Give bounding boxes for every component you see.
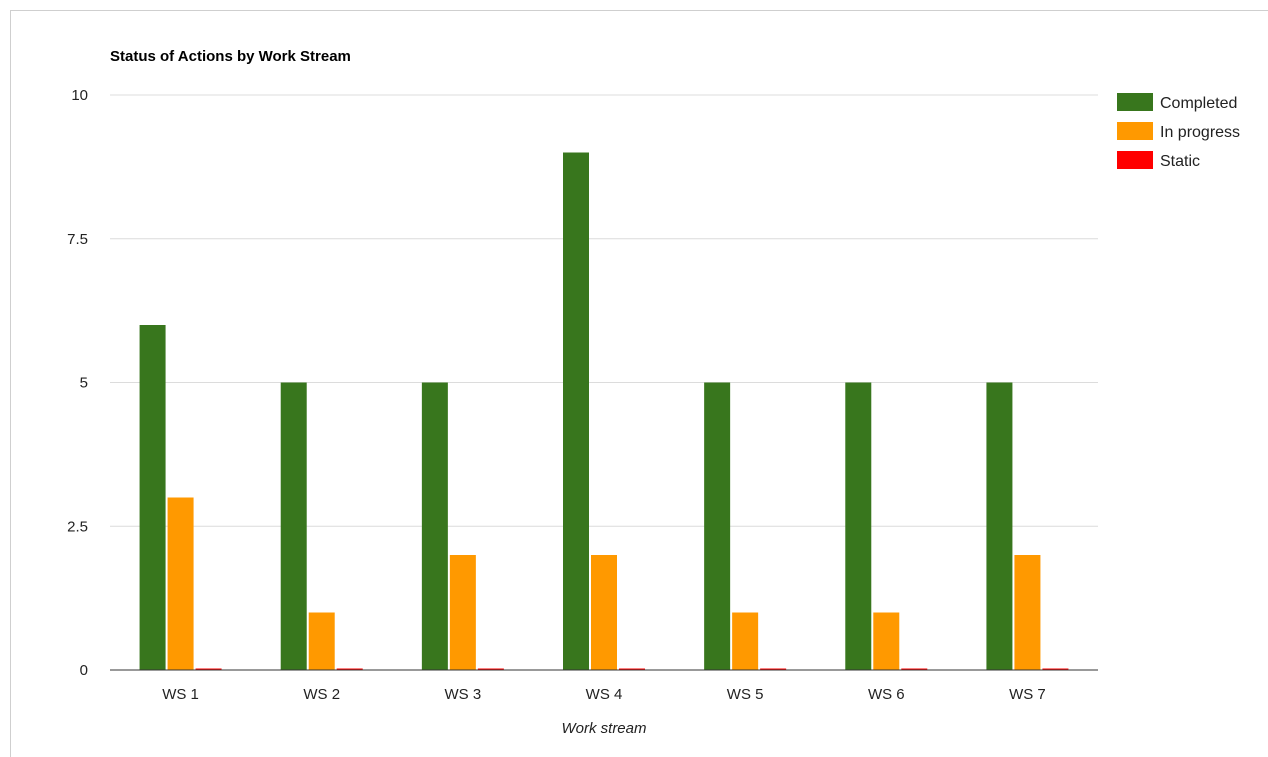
bar-in-progress[interactable] (167, 497, 194, 671)
y-axis-ticks: 0 2.5 5 7.5 10 (67, 87, 88, 679)
gridlines (110, 94, 1098, 527)
bar-static[interactable] (195, 668, 222, 671)
bar-static[interactable] (336, 668, 363, 671)
legend-swatch (1117, 151, 1153, 169)
x-tick-label: WS 5 (727, 686, 764, 703)
bar-completed[interactable] (563, 152, 589, 671)
y-tick-label: 0 (80, 662, 88, 679)
x-tick-label: WS 6 (868, 686, 905, 703)
bar-completed[interactable] (280, 382, 307, 671)
bar-completed[interactable] (139, 325, 166, 670)
legend-swatch (1117, 93, 1153, 111)
y-tick-label: 7.5 (67, 231, 88, 248)
chart-title: Status of Actions by Work Stream (110, 48, 351, 65)
x-tick-label: WS 7 (1009, 686, 1046, 703)
bar-static[interactable] (1042, 668, 1069, 671)
bars (139, 152, 1069, 671)
bar-in-progress[interactable] (1014, 555, 1041, 670)
legend-label: Static (1160, 153, 1200, 170)
bar-in-progress[interactable] (449, 555, 476, 670)
bar-completed[interactable] (986, 382, 1013, 671)
y-tick-label: 5 (80, 375, 88, 392)
bar-completed[interactable] (421, 382, 448, 671)
bar-in-progress[interactable] (873, 612, 900, 671)
y-tick-label: 2.5 (67, 518, 88, 535)
x-axis-label: Work stream (561, 720, 646, 737)
chart-frame (10, 10, 1268, 757)
bar-static[interactable] (760, 668, 787, 671)
bar-static[interactable] (619, 668, 645, 671)
bar-static[interactable] (477, 668, 504, 671)
bar-completed[interactable] (704, 382, 731, 671)
bar-in-progress[interactable] (732, 612, 759, 671)
legend-label: In progress (1160, 124, 1240, 141)
x-tick-label: WS 1 (162, 686, 199, 703)
bar-in-progress[interactable] (308, 612, 335, 671)
legend-label: Completed (1160, 95, 1237, 112)
bar-static[interactable] (901, 668, 928, 671)
legend-swatch (1117, 122, 1153, 140)
bar-completed[interactable] (845, 382, 872, 671)
legend[interactable]: Completed In progress Static (1117, 93, 1240, 170)
x-axis-ticks: WS 1 WS 2 WS 3 WS 4 WS 5 WS 6 WS 7 (162, 686, 1046, 703)
x-tick-label: WS 4 (586, 686, 623, 703)
x-tick-label: WS 2 (303, 686, 340, 703)
bar-in-progress[interactable] (591, 555, 617, 670)
x-tick-label: WS 3 (445, 686, 482, 703)
y-tick-label: 10 (71, 87, 88, 104)
